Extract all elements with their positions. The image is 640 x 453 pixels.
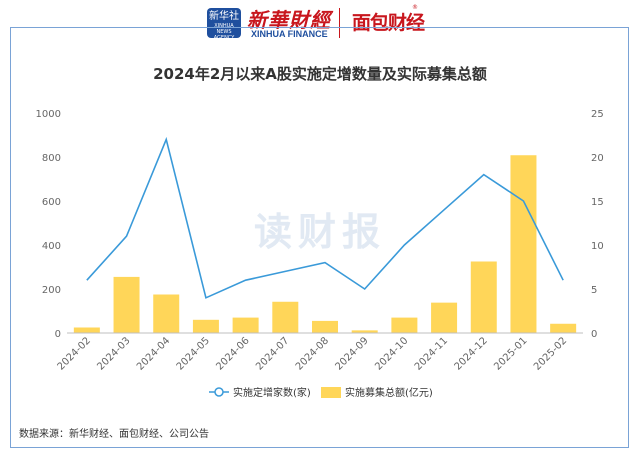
- y-right-ticks: 0 5 10 15 20 25: [591, 109, 604, 340]
- line-layer: [86, 136, 564, 299]
- x-tick-label: 2024-02: [56, 335, 93, 372]
- y-left-tick-label: 0: [55, 329, 61, 340]
- y-left-tick-label: 800: [42, 153, 61, 164]
- y-right-tick-label: 25: [591, 109, 604, 120]
- badge-sub: XINHUA NEWS AGENCY: [213, 23, 235, 41]
- chart-title: 2024年2月以来A股实施定增数量及实际募集总额: [153, 65, 487, 83]
- legend: 实施定增家数(家) 实施募集总额(亿元): [209, 386, 433, 399]
- y-left-ticks: 0 200 400 600 800 1000: [36, 109, 61, 340]
- legend-bar-label: 实施募集总额(亿元): [345, 386, 433, 399]
- y-left-tick-label: 400: [42, 241, 61, 252]
- y-left-tick-label: 200: [42, 285, 61, 296]
- bar: [73, 327, 100, 333]
- bar: [550, 323, 577, 333]
- x-tick-label: 2024-07: [254, 335, 291, 372]
- x-tick-label: 2024-08: [294, 335, 331, 372]
- bar: [391, 317, 418, 333]
- y-right-tick-label: 20: [591, 153, 604, 164]
- header: 新华社 XINHUA NEWS AGENCY 新華財經 XINHUA FINAN…: [0, 0, 640, 44]
- y-right-tick-label: 10: [591, 241, 604, 252]
- x-tick-label: 2024-09: [333, 335, 370, 372]
- chart-frame: [10, 27, 629, 448]
- bars-layer: [73, 155, 577, 333]
- bar: [312, 320, 338, 333]
- x-tick-label: 2025-01: [492, 335, 529, 372]
- bar: [113, 276, 140, 333]
- legend-bar-icon: [321, 387, 341, 398]
- line-series-path: [86, 136, 564, 299]
- bar: [351, 330, 378, 333]
- x-tick-label: 2024-10: [373, 335, 410, 372]
- brand-en: XINHUA FINANCE: [251, 29, 328, 39]
- legend-line-label: 实施定增家数(家): [233, 386, 311, 399]
- y-right-tick-label: 0: [591, 329, 597, 340]
- y-right-tick-label: 15: [591, 197, 604, 208]
- x-tick-label: 2024-06: [214, 335, 251, 372]
- bar: [431, 302, 458, 333]
- x-ticks: 2024-02 2024-03 2024-04 2024-05 2024-06 2024-…: [56, 335, 570, 372]
- header-separator: [339, 8, 340, 38]
- x-tick-label: 2025-02: [532, 335, 569, 372]
- registered-mark: ®: [412, 4, 418, 11]
- bar: [153, 294, 180, 333]
- watermark: 读财报: [254, 210, 386, 254]
- x-tick-label: 2024-03: [95, 335, 132, 372]
- brand-cn: 新華財經: [247, 8, 331, 32]
- x-tick-label: 2024-11: [413, 335, 450, 372]
- y-left-tick-label: 1000: [36, 109, 61, 120]
- bar: [510, 155, 537, 333]
- y-right-tick-label: 5: [591, 285, 597, 296]
- x-tick-label: 2024-04: [135, 335, 172, 372]
- xinhua-logo: 新华社 XINHUA NEWS AGENCY: [207, 8, 241, 41]
- x-tick-label: 2024-12: [453, 335, 490, 372]
- bar: [470, 261, 497, 333]
- y-left-tick-label: 600: [42, 197, 61, 208]
- x-tick-label: 2024-05: [175, 335, 212, 372]
- source-note: 数据来源：新华财经、面包财经、公司公告: [19, 429, 209, 440]
- brand2-logo: 面包财经: [352, 12, 425, 34]
- legend-line-marker-icon: [214, 387, 224, 397]
- bar: [232, 317, 259, 333]
- bar: [192, 319, 219, 333]
- badge-text: 新华社: [209, 11, 239, 22]
- bar: [272, 301, 299, 333]
